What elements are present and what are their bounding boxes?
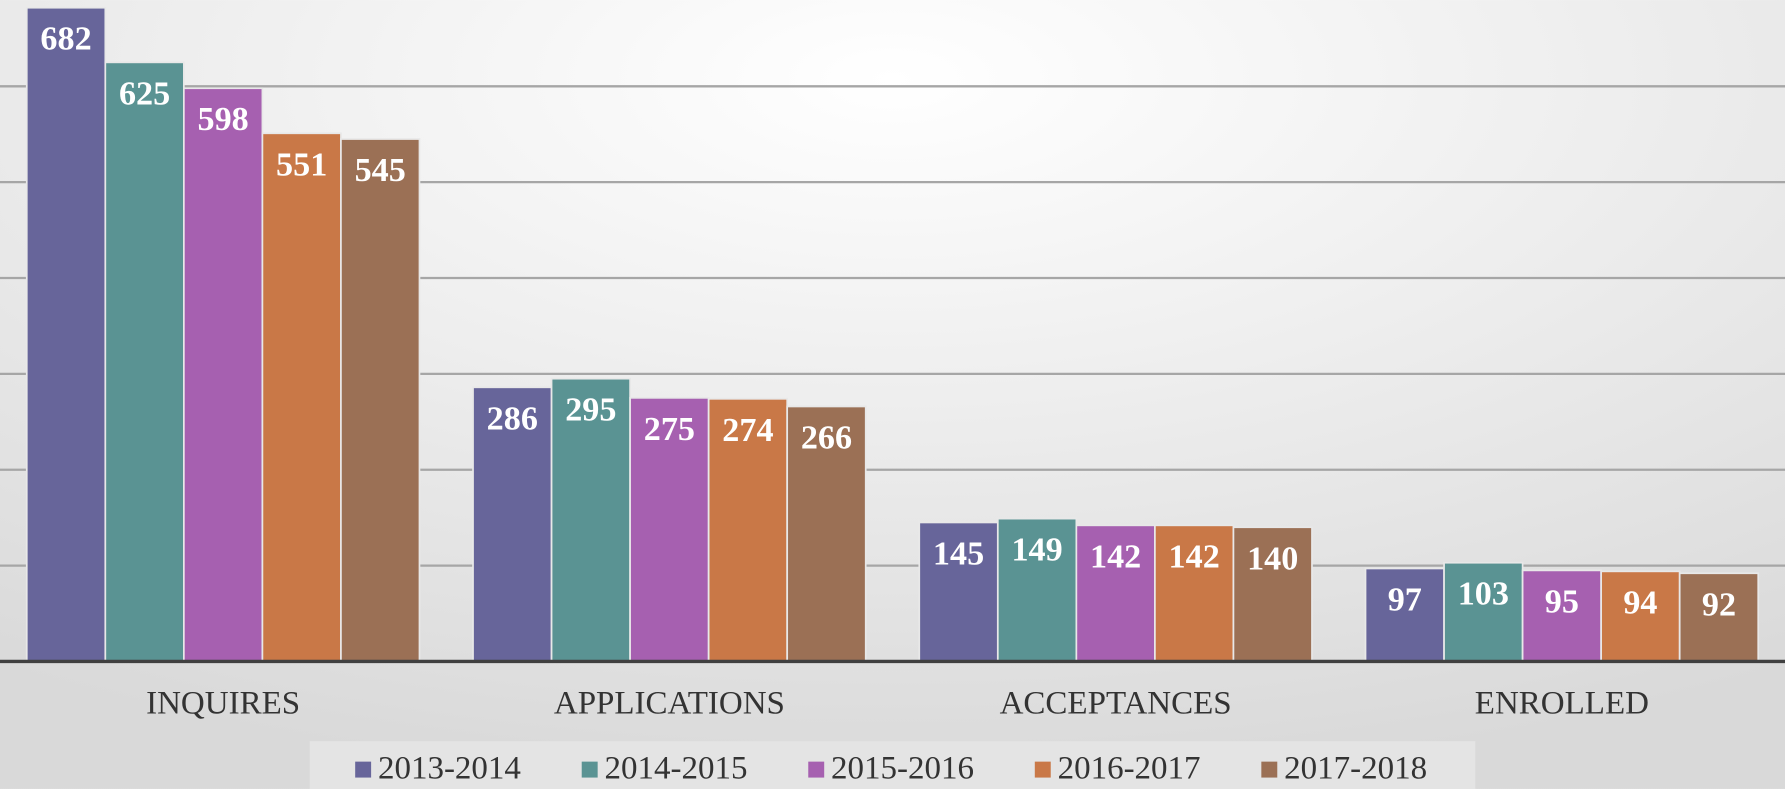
- data-label: 274: [722, 412, 773, 449]
- data-label: 625: [119, 75, 170, 112]
- legend-label: 2013-2014: [378, 750, 521, 786]
- bar: [629, 396, 710, 663]
- data-label: 286: [487, 400, 538, 437]
- x-tick-label: APPLICATIONS: [554, 685, 785, 721]
- legend-swatch: [1261, 761, 1278, 778]
- legend-label: 2015-2016: [831, 750, 974, 786]
- data-label: 545: [355, 152, 406, 189]
- legend-swatch: [355, 761, 372, 778]
- bar: [707, 397, 789, 663]
- data-label: 94: [1623, 584, 1657, 621]
- data-label: 140: [1247, 540, 1298, 577]
- data-label: 92: [1702, 586, 1736, 623]
- data-label: 145: [933, 535, 984, 572]
- data-label: 95: [1545, 583, 1579, 620]
- legend-box: [309, 741, 1476, 789]
- data-label: 97: [1388, 581, 1422, 618]
- bar: [1521, 569, 1602, 663]
- x-tick-label: ENROLLED: [1475, 685, 1649, 721]
- bar: [183, 87, 264, 663]
- data-label: 103: [1458, 576, 1509, 613]
- data-label: 682: [40, 21, 91, 58]
- bar: [550, 377, 631, 663]
- bar: [1154, 524, 1235, 663]
- legend-swatch: [581, 761, 598, 778]
- data-label: 275: [644, 411, 695, 448]
- legend-label: 2016-2017: [1058, 750, 1201, 786]
- data-label: 551: [276, 146, 327, 183]
- data-label: 149: [1011, 532, 1062, 569]
- bar: [25, 6, 107, 663]
- legend-swatch: [1034, 761, 1051, 778]
- data-label: 266: [801, 419, 852, 456]
- bar: [340, 138, 421, 663]
- data-label: 142: [1090, 538, 1141, 575]
- bar: [104, 61, 185, 663]
- legend-label: 2014-2015: [604, 750, 747, 786]
- data-label: 598: [198, 101, 249, 138]
- legend-swatch: [808, 761, 825, 778]
- bar: [261, 132, 342, 663]
- data-label: 142: [1169, 538, 1220, 575]
- bar: [472, 386, 553, 663]
- x-tick-label: ACCEPTANCES: [1000, 685, 1232, 721]
- bar: [918, 521, 999, 663]
- x-tick-label: INQUIRES: [146, 685, 300, 721]
- legend-label: 2017-2018: [1284, 750, 1427, 786]
- data-label: 295: [565, 392, 616, 429]
